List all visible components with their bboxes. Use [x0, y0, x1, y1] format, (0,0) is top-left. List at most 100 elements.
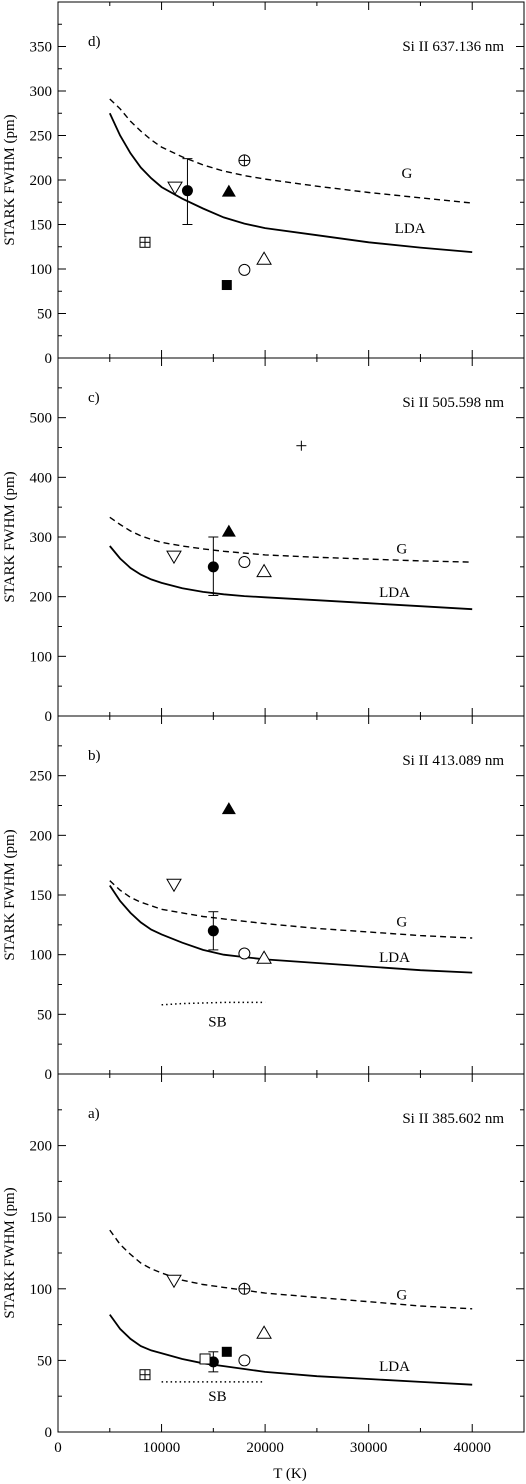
y-tick-label: 0	[45, 1067, 53, 1083]
filled-circle-marker	[207, 1356, 219, 1368]
x-tick-label: 20000	[246, 1440, 284, 1456]
panel-letter: b)	[88, 748, 101, 764]
data-point-square-filled	[221, 1346, 232, 1357]
y-tick-label: 250	[30, 129, 53, 145]
y-tick-label: 200	[30, 828, 53, 844]
y-tick-label: 200	[30, 173, 53, 189]
open-circle-marker	[238, 1354, 251, 1367]
x-tick-label: 30000	[350, 1440, 388, 1456]
data-point-circle-filled	[207, 536, 219, 596]
panel-title: Si II 637.136 nm	[402, 39, 504, 55]
y-tick-label: 50	[37, 307, 52, 323]
curve-g	[109, 1229, 473, 1310]
curve-label-g: G	[396, 1288, 407, 1304]
filled-triangle-marker	[221, 524, 236, 537]
y-tick-label: 150	[30, 888, 53, 904]
data-point-circle-filled	[207, 911, 219, 951]
curve-lda	[109, 545, 473, 611]
y-tick-label: 100	[30, 262, 53, 278]
filled-circle-marker	[181, 185, 193, 197]
y-tick-label: 200	[30, 1139, 53, 1155]
y-tick-label: 150	[30, 1210, 53, 1226]
panels-group: 0 50 100 150 200 250 300 350 STARK FWHM (pm) d) Si…	[2, 1, 525, 1456]
y-tick-label: 250	[30, 769, 53, 785]
panel-letter: a)	[88, 1106, 100, 1122]
y-tick-label: 500	[30, 411, 53, 427]
data-point-square-filled	[221, 280, 232, 291]
open-down-triangle-marker	[166, 550, 182, 565]
curve-label-lda: LDA	[379, 950, 410, 966]
y-tick-label: 150	[30, 218, 53, 234]
panel-b: 0 50 100 150 200 250 STARK FWHM (pm) b) Si II 41…	[2, 715, 525, 1083]
open-circle-marker	[238, 556, 251, 569]
x-tick-label: 10000	[143, 1440, 181, 1456]
data-point-triangle-open	[256, 950, 272, 964]
y-tick-label: 300	[30, 530, 53, 546]
curve-label-g: G	[402, 166, 413, 182]
data-point-triangle-down-open	[166, 1274, 182, 1289]
filled-triangle-marker	[221, 184, 236, 197]
y-tick-label: 100	[30, 948, 53, 964]
open-down-triangle-marker	[167, 181, 183, 196]
open-down-triangle-marker	[166, 1274, 182, 1289]
filled-circle-marker	[207, 925, 219, 937]
data-point-triangle-down-open	[166, 550, 182, 565]
x-tick-label: 0	[54, 1440, 62, 1456]
curve-g	[109, 98, 473, 204]
data-point-circle-filled	[181, 158, 193, 225]
filled-triangle-marker	[221, 802, 236, 815]
data-point-triangle-filled	[221, 802, 236, 815]
data-point-triangle-filled	[221, 184, 236, 197]
filled-circle-marker	[207, 561, 219, 573]
y-tick-label: 200	[30, 590, 53, 606]
data-point-circle-plus	[238, 154, 251, 167]
y-tick-label: 0	[45, 351, 53, 367]
y-tick-label: 300	[30, 84, 53, 100]
curve-label-sb: SB	[208, 1014, 226, 1030]
data-point-circle-filled	[207, 1351, 219, 1373]
data-point-circle-plus	[238, 1282, 251, 1295]
data-point-triangle-down-open	[167, 181, 183, 196]
open-down-triangle-marker	[166, 878, 182, 893]
curve-g	[109, 880, 473, 939]
y-axis-title: STARK FWHM (pm)	[2, 471, 18, 602]
data-point-square-plus	[139, 236, 151, 248]
curve-label-lda: LDA	[395, 221, 426, 237]
y-tick-label: 50	[37, 1007, 52, 1023]
data-point-circle-open	[238, 947, 251, 960]
open-triangle-marker	[256, 1325, 272, 1339]
curve-label-lda: LDA	[379, 585, 410, 601]
data-point-triangle-open	[256, 251, 272, 265]
y-axis-title: STARK FWHM (pm)	[2, 829, 18, 960]
data-point-triangle-down-open	[166, 878, 182, 893]
curve-label-g: G	[396, 541, 407, 557]
data-point-circle-open	[238, 1354, 251, 1367]
panel-letter: c)	[88, 390, 100, 406]
panel-a: 0 50 100 150 200 STARK FWHM (pm) a) Si II 385.6…	[2, 1073, 525, 1456]
data-point-square-open	[199, 1353, 211, 1365]
data-point-triangle-open	[256, 1325, 272, 1339]
data-point-triangle-filled	[221, 524, 236, 537]
open-triangle-marker	[256, 950, 272, 964]
curve-label-g: G	[396, 914, 407, 930]
y-tick-label: 100	[30, 649, 53, 665]
panel-letter: d)	[88, 34, 101, 50]
plot-frame	[57, 357, 525, 717]
open-circle-marker	[238, 263, 251, 276]
x-axis-title: T (K)	[273, 1466, 306, 1482]
plot-frame	[57, 1, 525, 359]
data-point-circle-open	[238, 556, 251, 569]
data-point-plus	[296, 440, 307, 451]
y-tick-label: 350	[30, 40, 53, 56]
curve-label-lda: LDA	[379, 1359, 410, 1375]
curve-lda	[109, 885, 473, 974]
data-point-triangle-open	[256, 563, 272, 578]
y-tick-label: 0	[45, 709, 53, 725]
curve-label-sb: SB	[208, 1389, 226, 1405]
y-tick-label: 0	[45, 1425, 53, 1441]
y-axis-title: STARK FWHM (pm)	[2, 114, 18, 245]
curve-sb	[161, 1001, 266, 1006]
y-tick-label: 100	[30, 1282, 53, 1298]
y-tick-label: 50	[37, 1353, 52, 1369]
